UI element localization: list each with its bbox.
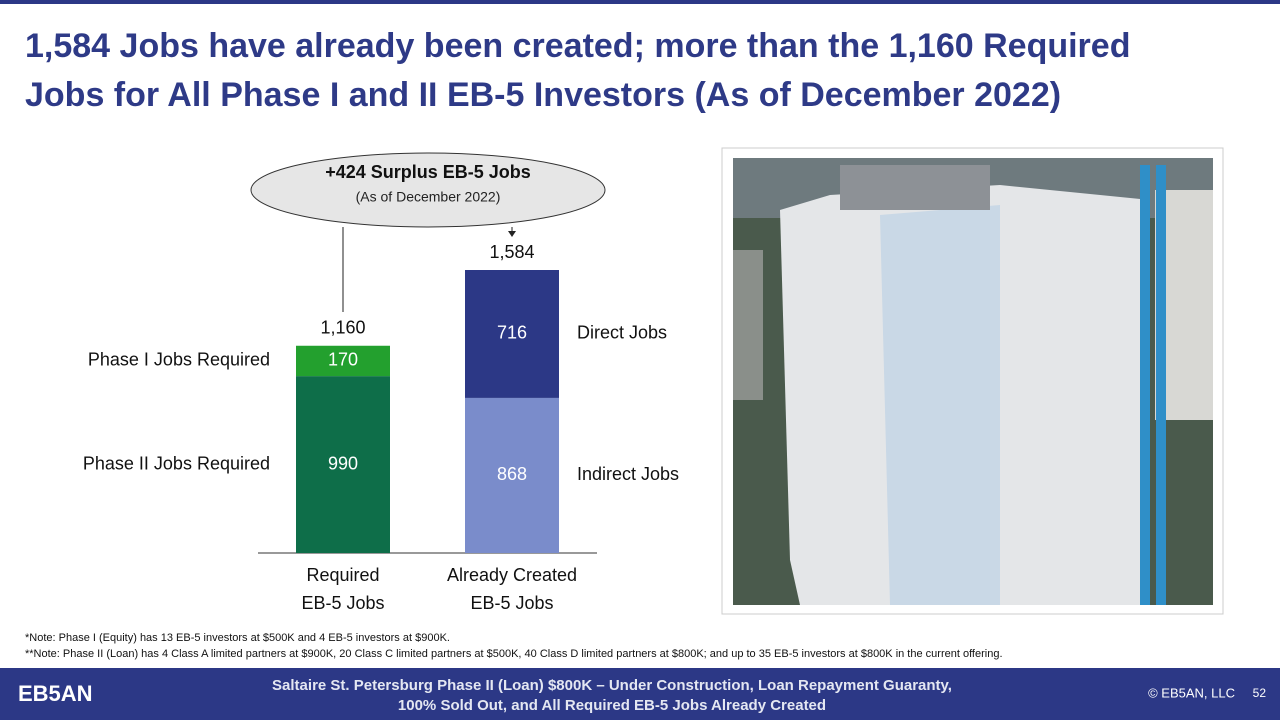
annotation-subtitle: (As of December 2022) (356, 189, 501, 205)
data-label: 990 (328, 453, 358, 473)
note: **Note: Phase II (Loan) has 4 Class A li… (25, 648, 1003, 660)
page-number: 52 (1253, 686, 1267, 700)
photo-roof (840, 165, 990, 210)
bar-segment (465, 397, 559, 553)
footer-text: Saltaire St. Petersburg Phase II (Loan) … (272, 677, 952, 714)
series-label: Indirect Jobs (577, 464, 679, 484)
annotation-ellipse (250, 152, 606, 228)
photo-crane (1156, 165, 1166, 605)
slide-title: 1,584 Jobs have already been created; mo… (25, 27, 1130, 114)
footer-bar (0, 668, 1280, 720)
bar-segment (465, 270, 559, 398)
data-label: 716 (497, 323, 527, 343)
x-tick-label: Already Created EB-5 Jobs (447, 565, 577, 613)
annotation-title: +424 Surplus EB-5 Jobs (325, 162, 531, 182)
series-label: Phase II Jobs Required (83, 453, 270, 473)
total-label: 1,584 (489, 242, 534, 262)
x-tick-label: Required EB-5 Jobs (301, 565, 384, 613)
footer-logo: EB5AN (18, 681, 93, 706)
annotation-arrowhead (508, 231, 516, 237)
photo-tower-glass (880, 205, 1000, 605)
photo-building (733, 250, 763, 400)
note: *Note: Phase I (Equity) has 13 EB-5 inve… (25, 632, 450, 644)
photo-crane (1140, 165, 1150, 605)
series-label: Direct Jobs (577, 323, 667, 343)
total-label: 1,160 (320, 318, 365, 338)
top-bar (0, 0, 1280, 4)
data-label: 170 (328, 350, 358, 370)
footer-copyright: © EB5AN, LLC (1148, 685, 1235, 700)
data-label: 868 (497, 464, 527, 484)
photo (721, 147, 1224, 615)
bar-segment (296, 345, 390, 377)
series-label: Phase I Jobs Required (88, 350, 270, 370)
bar-segment (296, 376, 390, 553)
